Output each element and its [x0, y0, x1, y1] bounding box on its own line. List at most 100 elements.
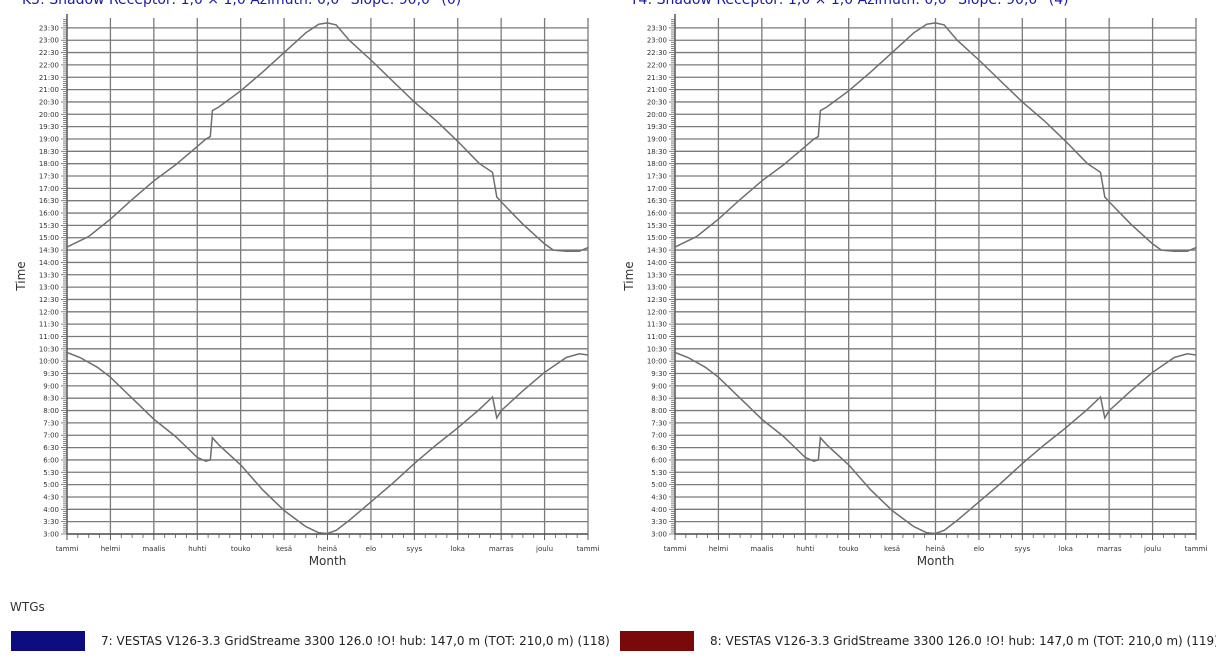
- y-tick-label: 3:30: [43, 518, 59, 526]
- y-tick-label: 20:30: [39, 98, 59, 106]
- series-line-evening: [66, 22, 589, 253]
- y-tick-label: 15:00: [647, 234, 667, 242]
- x-tick-label: tammi: [56, 545, 79, 553]
- y-tick-label: 17:00: [647, 185, 667, 193]
- y-tick-label: 9:30: [43, 370, 59, 378]
- x-tick-label: tammi: [577, 545, 600, 553]
- y-tick-label: 16:00: [39, 210, 59, 218]
- y-tick-label: 12:00: [647, 308, 667, 316]
- y-tick-label: 10:30: [39, 345, 59, 353]
- chart-panel-right: T4: Shadow Receptor: 1,0 × 1,0 Azimuth: …: [608, 0, 1208, 575]
- x-tick-label: huhti: [188, 545, 206, 553]
- series-line-morning: [674, 351, 1197, 535]
- y-tick-label: 19:00: [39, 135, 59, 143]
- y-tick-label: 6:00: [651, 456, 667, 464]
- y-tick-label: 4:30: [43, 493, 59, 501]
- y-tick-label: 4:00: [43, 506, 59, 514]
- y-tick-label: 20:00: [39, 111, 59, 119]
- y-tick-label: 17:30: [647, 173, 667, 181]
- series-line-evening: [674, 22, 1197, 253]
- y-tick-label: 6:30: [651, 444, 667, 452]
- x-tick-label: huhti: [796, 545, 814, 553]
- x-tick-label: syys: [1015, 545, 1031, 553]
- y-tick-label: 16:30: [647, 197, 667, 205]
- x-tick-label: marras: [1097, 545, 1122, 553]
- x-tick-label: maalis: [750, 545, 773, 553]
- y-tick-label: 19:30: [39, 123, 59, 131]
- y-tick-label: 20:30: [647, 98, 667, 106]
- x-tick-label: marras: [489, 545, 514, 553]
- y-tick-label: 9:30: [651, 370, 667, 378]
- x-tick-label: heinä: [318, 545, 337, 553]
- y-tick-label: 7:00: [43, 432, 59, 440]
- y-tick-label: 13:00: [39, 284, 59, 292]
- x-tick-label: loka: [1059, 545, 1073, 553]
- y-tick-label: 23:00: [647, 37, 667, 45]
- y-tick-label: 22:00: [39, 61, 59, 69]
- y-tick-label: 19:00: [647, 135, 667, 143]
- y-tick-label: 19:30: [647, 123, 667, 131]
- y-tick-label: 7:30: [651, 419, 667, 427]
- y-tick-label: 5:30: [43, 469, 59, 477]
- y-tick-label: 23:30: [647, 24, 667, 32]
- y-tick-label: 21:00: [39, 86, 59, 94]
- legend-item: 7: VESTAS V126-3.3 GridStreame 3300 126.…: [11, 630, 610, 652]
- x-tick-label: loka: [451, 545, 465, 553]
- x-tick-label: tammi: [1185, 545, 1208, 553]
- legend-swatch: [620, 631, 694, 651]
- y-tick-label: 8:00: [651, 407, 667, 415]
- y-tick-label: 16:00: [647, 210, 667, 218]
- y-tick-label: 3:30: [651, 518, 667, 526]
- y-tick-label: 14:00: [647, 259, 667, 267]
- y-tick-label: 5:30: [651, 469, 667, 477]
- y-tick-label: 18:00: [39, 160, 59, 168]
- y-tick-label: 7:00: [651, 432, 667, 440]
- y-tick-label: 14:30: [647, 247, 667, 255]
- y-tick-label: 10:00: [647, 358, 667, 366]
- x-tick-label: kesä: [884, 545, 900, 553]
- y-tick-label: 6:00: [43, 456, 59, 464]
- y-tick-label: 3:00: [43, 531, 59, 539]
- series-line-morning: [66, 351, 589, 535]
- y-tick-label: 11:00: [39, 333, 59, 341]
- y-tick-label: 14:30: [39, 247, 59, 255]
- y-tick-label: 18:30: [39, 148, 59, 156]
- x-tick-label: heinä: [926, 545, 945, 553]
- x-tick-label: kesä: [276, 545, 292, 553]
- y-tick-label: 6:30: [43, 444, 59, 452]
- y-tick-label: 21:00: [647, 86, 667, 94]
- legend-title: WTGs: [10, 600, 45, 614]
- y-tick-label: 12:30: [39, 296, 59, 304]
- y-tick-label: 22:00: [647, 61, 667, 69]
- x-tick-label: touko: [231, 545, 251, 553]
- x-axis-label: Month: [917, 554, 955, 568]
- y-tick-label: 23:30: [39, 24, 59, 32]
- y-tick-label: 10:30: [647, 345, 667, 353]
- x-tick-label: helmi: [709, 545, 729, 553]
- y-tick-label: 16:30: [39, 197, 59, 205]
- y-tick-label: 9:00: [651, 382, 667, 390]
- y-tick-label: 17:30: [39, 173, 59, 181]
- y-axis-label: Time: [622, 261, 636, 291]
- y-tick-label: 13:00: [647, 284, 667, 292]
- legend-label: 7: VESTAS V126-3.3 GridStreame 3300 126.…: [101, 634, 610, 648]
- y-tick-label: 18:00: [647, 160, 667, 168]
- x-tick-label: elo: [974, 545, 985, 553]
- y-tick-label: 4:30: [651, 493, 667, 501]
- shadow-chart-right: 3:00 3:30 4:00 4:30 5:00 5:30 6:00 6:30 7:00 7:30…: [622, 14, 1208, 568]
- x-tick-label: elo: [366, 545, 377, 553]
- y-tick-label: 20:00: [647, 111, 667, 119]
- y-tick-label: 8:30: [43, 395, 59, 403]
- y-tick-label: 8:00: [43, 407, 59, 415]
- y-tick-label: 8:30: [651, 395, 667, 403]
- y-tick-label: 11:00: [647, 333, 667, 341]
- chart-title: K5: Shadow Receptor: 1,0 × 1,0 Azimuth: …: [22, 0, 462, 8]
- x-tick-label: touko: [839, 545, 859, 553]
- legend-item: 8: VESTAS V126-3.3 GridStreame 3300 126.…: [620, 630, 1216, 652]
- y-tick-label: 7:30: [43, 419, 59, 427]
- y-tick-label: 21:30: [39, 74, 59, 82]
- y-tick-label: 15:30: [39, 222, 59, 230]
- y-tick-label: 12:30: [647, 296, 667, 304]
- y-tick-label: 11:30: [647, 321, 667, 329]
- x-tick-label: tammi: [664, 545, 687, 553]
